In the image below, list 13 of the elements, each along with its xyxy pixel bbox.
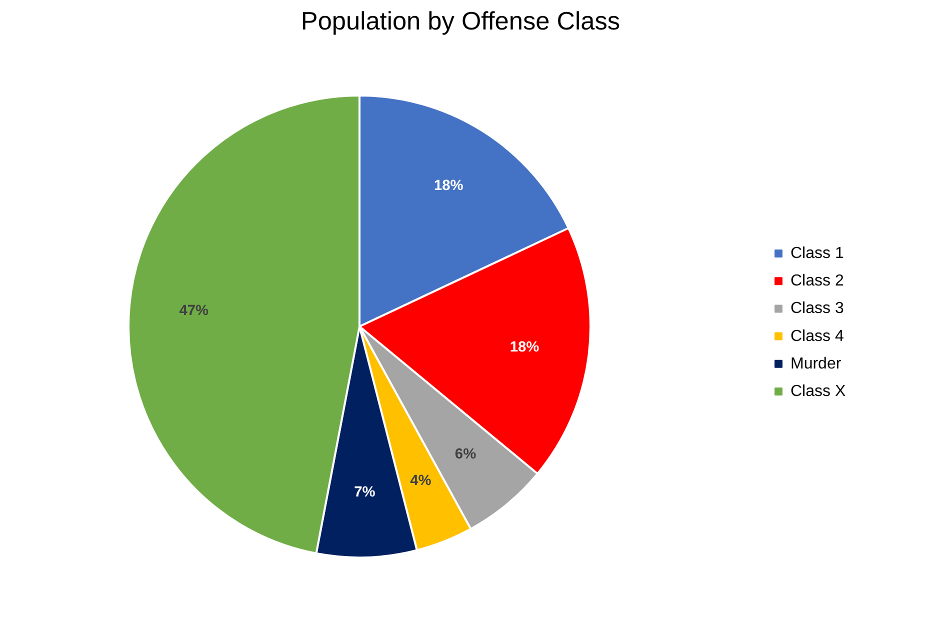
data-label: 18% <box>510 339 540 356</box>
legend-label: Class 2 <box>790 272 844 290</box>
legend-label: Class 4 <box>790 328 844 345</box>
legend-label: Murder <box>790 355 842 372</box>
data-label: 7% <box>354 484 376 501</box>
legend-label: Class 1 <box>790 245 844 262</box>
legend-label: Class X <box>790 383 846 400</box>
data-label: 4% <box>410 473 432 490</box>
data-label: 47% <box>179 302 209 319</box>
data-label: 18% <box>434 178 464 194</box>
chart-title: Population by Offense Class <box>300 8 620 36</box>
legend-label: Class 3 <box>790 300 844 318</box>
data-label: 6% <box>454 446 476 463</box>
